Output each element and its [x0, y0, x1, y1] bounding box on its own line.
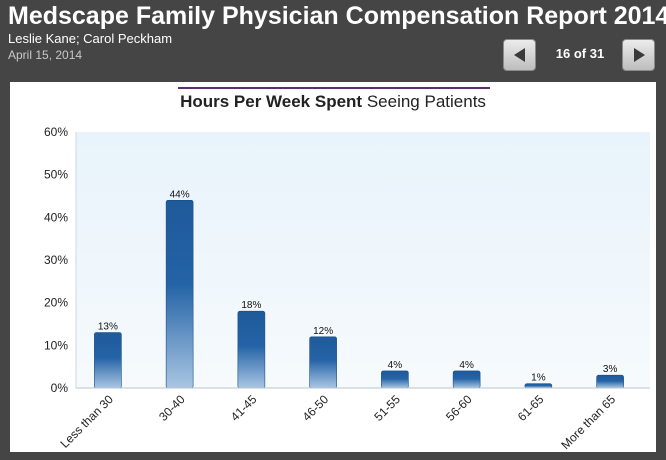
x-axis: Less than 30 30-40 41-45 46-50 51-55 56-60 61-… — [58, 387, 650, 452]
y-axis: 0% 10% 20% 30% 40% 50% 60% — [44, 125, 77, 395]
y-tick-label: 0% — [51, 381, 69, 395]
x-tick-label: 46-50 — [300, 392, 332, 424]
x-tick-label: 61-65 — [515, 392, 547, 424]
triangle-left-icon — [513, 48, 525, 62]
report-authors: Leslie Kane; Carol Peckham — [8, 31, 173, 46]
slide-counter: 16 of 31 — [555, 46, 605, 61]
bar — [381, 370, 409, 389]
bar-data-label: 44% — [170, 189, 190, 200]
bar-data-label: 4% — [388, 360, 403, 371]
bar — [452, 370, 481, 389]
bar — [524, 383, 553, 389]
report-header: Medscape Family Physician Compensation R… — [0, 0, 666, 80]
y-tick-label: 30% — [44, 253, 68, 267]
bar-chart: 0% 10% 20% 30% 40% 50% 60% 13% 44% 18% 12% 4% 4% 1% 3… — [44, 125, 650, 452]
report-title: Medscape Family Physician Compensation R… — [8, 2, 666, 30]
y-tick-label: 10% — [44, 338, 68, 352]
chart-title-bold: Hours Per Week Spent — [180, 92, 363, 111]
triangle-right-icon — [633, 48, 645, 62]
bar-data-label: 18% — [241, 300, 261, 311]
bar — [237, 310, 266, 389]
y-tick-label: 50% — [44, 168, 68, 182]
plot-area — [76, 132, 650, 388]
bar — [165, 199, 194, 389]
bar-data-label: 12% — [313, 326, 333, 337]
x-tick-label: 41-45 — [228, 392, 260, 424]
y-tick-label: 40% — [44, 210, 68, 224]
bar-data-label: 3% — [603, 364, 618, 375]
y-tick-label: 60% — [44, 125, 68, 139]
chart-title-rest: Seeing Patients — [366, 92, 486, 111]
report-date: April 15, 2014 — [8, 48, 83, 62]
x-tick-label: 51-55 — [371, 392, 403, 424]
title-divider — [178, 87, 490, 89]
chart-slide: Hours Per Week Spent Seeing Patients 0% 1… — [10, 82, 656, 452]
next-slide-button[interactable] — [622, 39, 655, 71]
previous-slide-button[interactable] — [503, 39, 536, 71]
bar-data-label: 1% — [531, 373, 546, 384]
x-tick-label: More than 65 — [558, 392, 618, 452]
bar — [596, 374, 624, 389]
x-tick-label: 56-60 — [443, 392, 475, 424]
x-tick-label: 30-40 — [156, 392, 188, 424]
bar-series: 13% 44% 18% 12% 4% 4% 1% 3% — [94, 189, 624, 389]
y-tick-label: 20% — [44, 296, 68, 310]
bar — [309, 336, 337, 389]
bar-data-label: 4% — [459, 360, 474, 371]
x-tick-label: Less than 30 — [58, 392, 117, 451]
chart-title: Hours Per Week Spent Seeing Patients — [10, 92, 656, 112]
bar — [94, 332, 122, 389]
bar-data-label: 13% — [98, 322, 118, 333]
